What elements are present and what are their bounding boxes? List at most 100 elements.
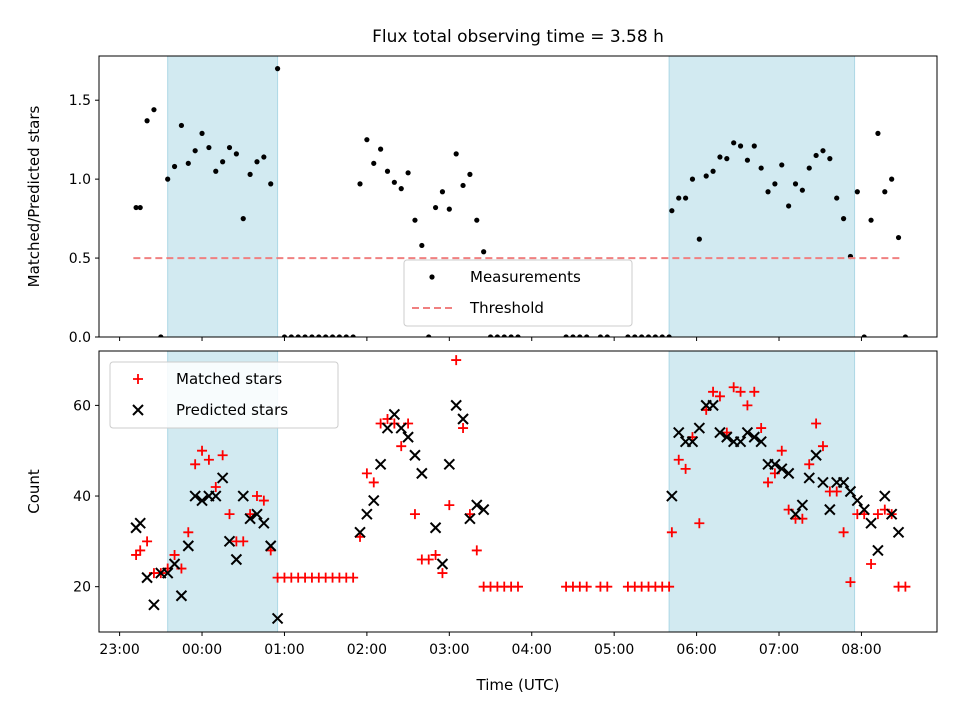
predicted-point [782, 467, 795, 480]
measurement-point [261, 154, 267, 160]
measurement-point [584, 334, 590, 337]
measurement-point [398, 186, 404, 192]
measurement-point [268, 181, 274, 187]
measurement-point [343, 334, 349, 337]
top-data [133, 66, 909, 337]
top-panel: 0.0 0.5 1.0 1.5 Matched/Predicted stars Measu… [25, 55, 938, 346]
measurement-point [786, 203, 792, 209]
predicted-point [196, 494, 208, 507]
matched-point [409, 509, 420, 520]
predicted-point [769, 458, 781, 471]
predicted-point [161, 567, 174, 579]
legend-label: Measurements [470, 268, 581, 286]
predicted-point [395, 422, 407, 434]
predicted-point [388, 408, 401, 421]
measurement-point [384, 168, 391, 174]
predicted-point [686, 435, 699, 448]
measurement-point [820, 148, 826, 154]
measurement-point [137, 204, 143, 211]
top-band-1 [668, 55, 856, 338]
measurement-point [875, 130, 881, 136]
legend-box [109, 361, 339, 429]
legend-marker-matched [133, 374, 143, 384]
predicted-point [148, 599, 160, 611]
top-band-0 [167, 55, 279, 338]
measurement-point [639, 334, 645, 337]
predicted-point [673, 426, 685, 439]
matched-point [708, 386, 719, 397]
measurement-point [772, 181, 778, 187]
y-axis-label: Count [25, 469, 43, 514]
predicted-point [443, 458, 456, 471]
measurement-point [563, 334, 569, 337]
predicted-point [796, 499, 809, 511]
matched-point [694, 518, 705, 529]
top-frame [98, 55, 938, 338]
measurement-point [508, 334, 514, 337]
predicted-point [182, 540, 195, 552]
measurement-point [240, 216, 246, 222]
measurement-point [758, 165, 764, 171]
x-tick-label: 23:00 [99, 642, 139, 658]
predicted-point [885, 508, 898, 520]
matched-point [602, 581, 613, 592]
legend-label: Matched stars [176, 370, 282, 388]
measurement-point [336, 334, 343, 337]
measurement-point [625, 334, 631, 337]
measurement-point [391, 179, 397, 185]
measurement-point [494, 334, 500, 337]
measurement-point [460, 182, 466, 189]
predicted-point [837, 476, 850, 489]
predicted-point [714, 426, 726, 439]
matched-point [238, 536, 249, 547]
measurement-point [854, 189, 860, 195]
measurement-point [151, 107, 157, 113]
matched-point [396, 441, 407, 452]
predicted-point [776, 463, 788, 475]
predicted-point [402, 431, 414, 443]
measurement-point [309, 334, 315, 337]
legend-marker-predicted [132, 404, 144, 416]
measurement-point [323, 334, 329, 337]
measurement-point [597, 334, 604, 337]
measurement-point [213, 168, 219, 174]
measurement-point [632, 334, 638, 337]
predicted-point [803, 472, 815, 484]
measurement-point [316, 334, 322, 337]
matched-point [423, 554, 434, 565]
y-tick-label: 0.5 [69, 251, 91, 267]
matched-point [900, 581, 911, 592]
measurement-point [378, 146, 384, 152]
measurement-point [806, 165, 812, 171]
measurement-point [192, 148, 198, 154]
predicted-point [216, 472, 229, 484]
measurement-point [731, 140, 737, 146]
x-tick-label: 03:00 [429, 642, 469, 658]
y-tick-label: 40 [73, 489, 91, 505]
predicted-point [354, 526, 366, 538]
measurement-point [868, 217, 874, 223]
measurement-point [882, 189, 888, 195]
matched-point [664, 581, 675, 592]
x-tick-label: 08:00 [841, 642, 881, 658]
predicted-point [361, 508, 373, 520]
predicted-point [368, 494, 380, 507]
predicted-point [851, 494, 864, 507]
measurement-point [487, 334, 494, 337]
predicted-point [244, 512, 256, 525]
predicted-point [693, 422, 706, 434]
predicted-point [810, 449, 822, 461]
measurement-point [133, 204, 139, 211]
matched-point [763, 477, 774, 488]
predicted-point [175, 590, 188, 602]
matched-point [458, 423, 469, 434]
measurement-point [329, 334, 336, 337]
measurement-point [717, 154, 723, 160]
chart-title: Flux total observing time = 3.58 h [372, 27, 664, 47]
measurement-point [405, 170, 411, 176]
y-tick-label: 20 [73, 580, 91, 596]
measurement-point [669, 208, 675, 214]
measurement-point [302, 334, 308, 337]
matched-point [451, 355, 462, 366]
